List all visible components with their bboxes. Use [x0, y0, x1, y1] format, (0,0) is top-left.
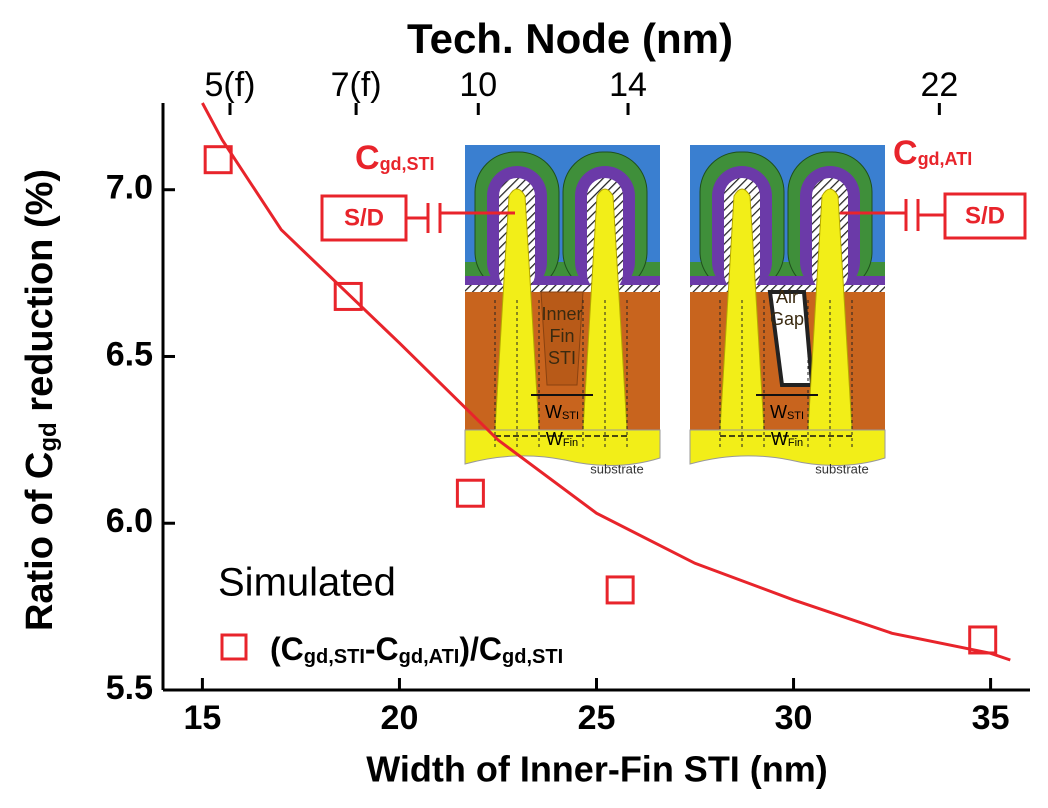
y-axis-title-part: reduction (%): [19, 169, 61, 422]
liner: [690, 285, 885, 292]
fin: [807, 188, 853, 431]
x-tick-label: 15: [183, 699, 221, 737]
data-point: [605, 575, 635, 605]
cap-label-part: gd,STI: [380, 154, 435, 174]
x-tick-label: 30: [775, 699, 813, 737]
sd-label: S/D: [344, 204, 384, 231]
fit-curve: [201, 102, 1011, 662]
inner-label: Gap: [770, 309, 804, 329]
legend-label-part: gd,STI: [304, 646, 365, 668]
liner: [465, 285, 660, 292]
top-axis-title: Tech. Node (nm): [407, 15, 733, 62]
w-fin-label-part: Fin: [788, 437, 803, 449]
w-fin-label-part: W: [771, 429, 788, 449]
top-tick-label: 7(f): [331, 66, 382, 104]
inner-label: Inner: [541, 304, 582, 324]
fin: [719, 188, 765, 431]
w-fin-label-part: Fin: [563, 437, 578, 449]
w-sti-label: WSTI: [770, 402, 804, 422]
w-sti-label: WSTI: [545, 402, 579, 422]
cap-label-part: gd,ATI: [918, 149, 973, 169]
x-tick-label: 20: [381, 699, 419, 737]
legend-title: Simulated: [218, 561, 396, 605]
inner-label: Air: [776, 287, 798, 307]
fin: [494, 188, 540, 431]
legend-label-part: (C: [270, 631, 304, 667]
x-tick-label: 35: [972, 699, 1010, 737]
legend-label: (Cgd,STI-Cgd,ATI)/Cgd,STI: [270, 631, 563, 668]
data-point: [203, 145, 233, 175]
inner-label: Fin: [549, 326, 574, 346]
legend-label-part: )/C: [459, 631, 502, 667]
legend-label-part: gd,ATI: [399, 646, 460, 668]
inner-label: STI: [548, 348, 576, 368]
fin: [582, 188, 628, 431]
legend-label-part: -C: [365, 631, 399, 667]
x-tick-label: 25: [578, 699, 616, 737]
w-sti-label-part: W: [770, 402, 787, 422]
top-tick-label: 10: [459, 66, 497, 104]
top-tick-label: 22: [920, 66, 958, 104]
y-axis-title-part: gd: [35, 422, 62, 451]
data-point: [333, 281, 363, 311]
data-point: [455, 478, 485, 508]
substrate: [689, 429, 886, 466]
w-sti-label-part: STI: [562, 410, 579, 422]
top-tick-label: 5(f): [204, 66, 255, 104]
w-sti-label-part: STI: [787, 410, 804, 422]
legend-label-part: gd,STI: [502, 646, 563, 668]
cap-label-part: C: [893, 134, 918, 172]
y-tick-label: 5.5: [106, 669, 153, 707]
cap-label: Cgd,ATI: [893, 134, 972, 172]
y-tick-label: 7.0: [106, 169, 153, 207]
cap-label: Cgd,STI: [355, 139, 435, 177]
sd-box: [943, 192, 1027, 240]
w-sti-label-part: W: [545, 402, 562, 422]
substrate-label: substrate: [815, 461, 868, 476]
sd-label: S/D: [965, 202, 1005, 229]
w-fin-label: WFin: [771, 429, 803, 449]
substrate: [464, 429, 661, 466]
y-axis-title-part: Ratio of C: [19, 452, 61, 631]
cap-label-part: C: [355, 139, 380, 177]
inner-sti: [540, 291, 584, 386]
top-tick-label: 14: [609, 66, 647, 104]
y-tick-label: 6.5: [106, 335, 153, 373]
w-fin-label: WFin: [546, 429, 578, 449]
w-fin-label-part: W: [546, 429, 563, 449]
y-tick-label: 6.0: [106, 502, 153, 540]
y-axis-title: Ratio of Cgd reduction (%): [19, 169, 62, 631]
x-axis-title: Width of Inner-Fin STI (nm): [366, 749, 828, 790]
legend-marker: [220, 633, 248, 661]
substrate-label: substrate: [590, 461, 643, 476]
